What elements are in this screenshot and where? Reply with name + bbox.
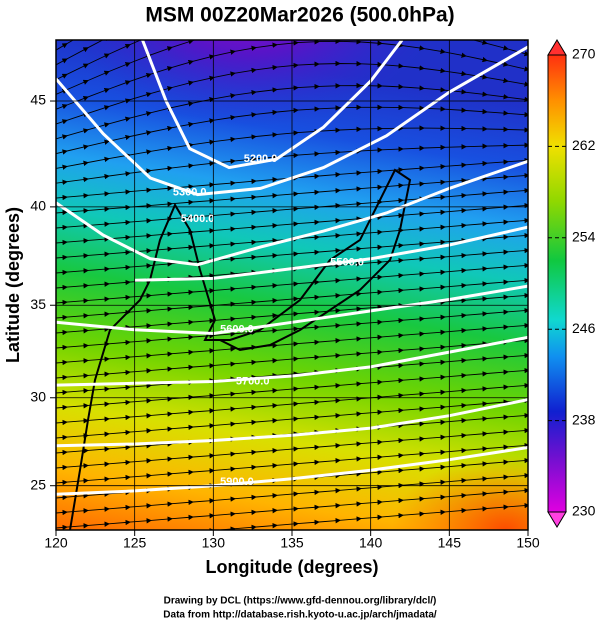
contour-label: 5200.0 [244,153,278,165]
y-tick-label: 45 [30,92,46,108]
colorbar-tick-label: 230 [572,503,596,519]
colorbar-tick-label: 238 [572,411,596,427]
colorbar [547,54,567,513]
contour-label: 5300.0 [173,186,207,198]
colorbar-tick-label: 270 [572,46,596,62]
y-tick-label: 25 [30,476,46,492]
x-tick-label: 145 [438,535,462,551]
contour-label: 5900.0 [220,476,254,488]
contour-label: 5400.0 [181,213,215,225]
colorbar-top-arrow [547,39,567,56]
credit: Drawing by DCL (https://www.gfd-dennou.o… [164,596,437,607]
colorbar-tick-label: 262 [572,137,596,153]
contour-line [56,45,528,197]
chart-title: MSM 00Z20Mar2026 (500.0hPa) [145,4,454,27]
streamlines [56,40,528,530]
contour-label: 5700.0 [236,375,270,387]
field: 5200.0 5300.0 5400.0 5500.0 5600.0 5700.0 5900… [56,40,528,530]
contour-line [134,225,528,282]
x-tick-label: 150 [516,535,540,551]
x-tick-label: 125 [123,535,147,551]
colorbar-tick-label: 254 [572,229,596,245]
x-tick-label: 120 [44,535,68,551]
credit: Data from http://database.rish.kyoto-u.a… [163,610,437,621]
contour-label: 5600.0 [220,324,254,336]
x-axis-label: Longitude (degrees) [205,557,378,577]
x-tick-label: 130 [202,535,226,551]
y-tick-label: 35 [30,296,46,312]
streamline [62,502,528,530]
contour-line [56,159,528,267]
y-tick-label: 40 [30,198,46,214]
y-axis-label: Latitude (degrees) [3,207,23,363]
colorbar-tick-label: 246 [572,320,596,336]
x-tick-label: 140 [359,535,383,551]
contour-label: 5500.0 [330,257,364,269]
contour-line [141,40,404,170]
y-tick-label: 30 [30,388,46,404]
colorbar-bottom-arrow [547,511,567,528]
x-tick-label: 135 [280,535,304,551]
